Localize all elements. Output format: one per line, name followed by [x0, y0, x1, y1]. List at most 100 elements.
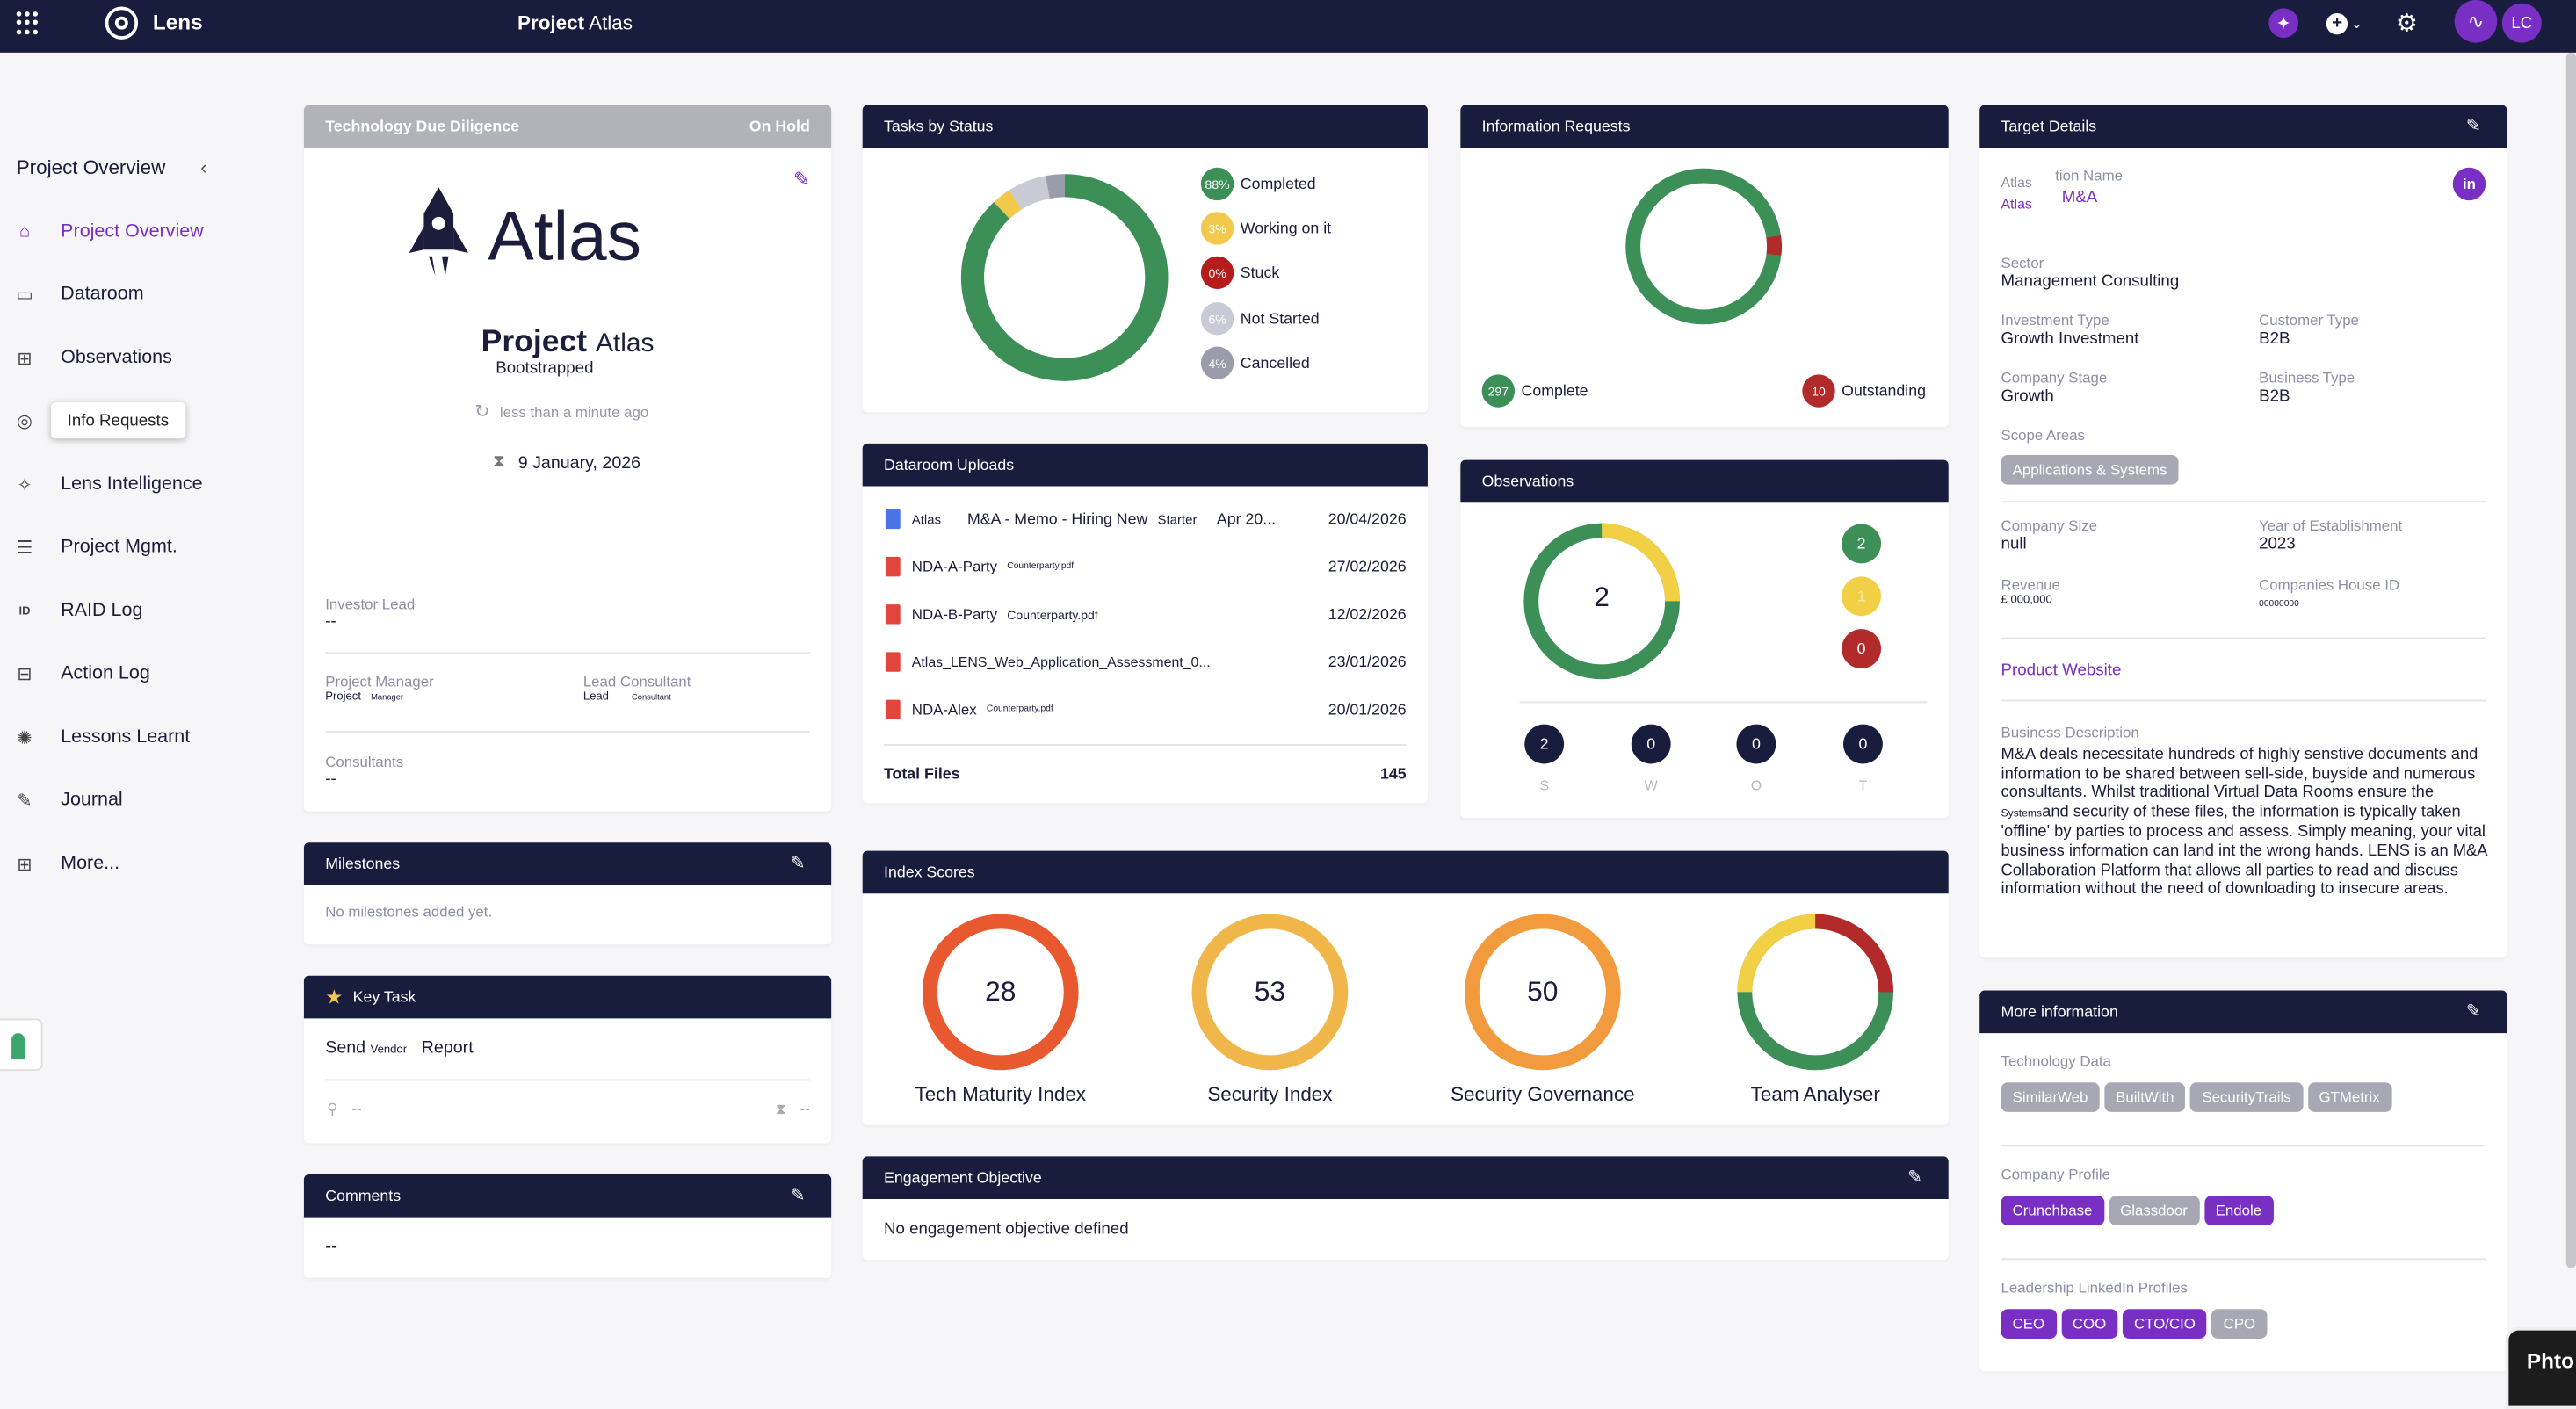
technology-chip[interactable]: SecurityTrails	[2190, 1082, 2303, 1112]
sidebar-item-lessons-learnt[interactable]: ✺ Lessons Learnt	[13, 719, 190, 755]
business-description: M&A deals necessitate hundreds of highly…	[2001, 745, 2487, 900]
feedback-tab[interactable]	[0, 1018, 43, 1072]
tasks-slice-cancelled[interactable]	[960, 174, 1169, 381]
company-profile-chip[interactable]: Crunchbase	[2001, 1196, 2104, 1225]
file-name-part: Counterparty.pdf	[986, 704, 1053, 715]
divider	[2001, 699, 2486, 702]
divider	[325, 1079, 810, 1081]
observation-type-count[interactable]: 0	[1631, 724, 1671, 764]
technology-chip[interactable]: SimilarWeb	[2001, 1082, 2100, 1112]
sidebar-item-lens-intelligence[interactable]: ✧ Lens Intelligence	[13, 466, 202, 502]
ai-sparkle-icon[interactable]: ✦	[2268, 8, 2298, 39]
index-score-value: 50	[1527, 975, 1559, 1008]
file-row[interactable]: Atlas_LENS_Web_Application_Assessment_0.…	[885, 649, 1407, 676]
company-stage-value: Growth	[2001, 387, 2054, 406]
business-description-label: Business Description	[2001, 724, 2139, 741]
observation-type-count[interactable]: 0	[1843, 724, 1883, 764]
add-menu-icon[interactable]: + ⌄	[2318, 8, 2370, 38]
folder-icon: ▭	[16, 285, 33, 305]
app-name[interactable]: Lens	[152, 10, 203, 35]
tasks-legend-dot: 4%	[1200, 346, 1234, 379]
tasks-legend-label: Not Started	[1240, 309, 1320, 329]
business-type-value: B2B	[2259, 387, 2290, 406]
linkedin-icon[interactable]: in	[2452, 167, 2486, 201]
key-task-card: ★ Key Task Send Vendor Report ⚲ -- ⧗ --	[303, 975, 832, 1144]
user-avatar[interactable]: LC	[2499, 0, 2545, 47]
project-logo-text: Atlas	[488, 197, 641, 275]
company-profile-chip[interactable]: Endole	[2203, 1196, 2274, 1225]
sidebar-item-dataroom[interactable]: ▭ Dataroom	[13, 276, 144, 312]
leadership-chip[interactable]: CTO/CIO	[2122, 1309, 2207, 1339]
sidebar-item-label: Dataroom	[61, 284, 144, 304]
edit-engagement-icon[interactable]: ✎	[1907, 1167, 1923, 1188]
project-manager-label: Project Manager	[325, 673, 434, 690]
comments-card: Comments ✎ --	[303, 1174, 832, 1278]
leadership-chip[interactable]: CPO	[2211, 1309, 2268, 1339]
engagement-objective-card: Engagement Objective ✎ No engagement obje…	[862, 1156, 1949, 1261]
edit-comments-icon[interactable]: ✎	[790, 1186, 806, 1206]
leadership-chip[interactable]: CEO	[2001, 1309, 2057, 1339]
observations-donut-chart	[1523, 523, 1680, 680]
key-task-header: ★ Key Task	[303, 975, 832, 1019]
file-name: NDA-A-Party	[911, 558, 998, 575]
sidebar-item-more[interactable]: ⊞ More...	[13, 846, 119, 882]
photo-badge[interactable]: Phto	[2505, 1326, 2576, 1409]
security-index-ring[interactable]	[1191, 914, 1349, 1071]
observation-severity-count[interactable]: 0	[1842, 629, 1882, 669]
edit-target-icon[interactable]: ✎	[2465, 116, 2481, 137]
information-requests-card: Information Requests 297 Complete 10 Outst…	[1460, 105, 1949, 428]
lens-logo-icon[interactable]	[105, 6, 139, 40]
file-row[interactable]: Atlas M&A - Memo - Hiring New Starter Apr 2…	[885, 506, 1407, 532]
technology-chip[interactable]: BuiltWith	[2104, 1082, 2186, 1112]
sidebar-item-project-overview[interactable]: ⌂ Project Overview	[13, 213, 204, 249]
sidebar-item-journal[interactable]: ✎ Journal	[13, 782, 123, 818]
tasks-legend-label: Completed	[1240, 175, 1316, 193]
activity-pulse-icon[interactable]: ∿	[2454, 0, 2498, 43]
file-date: 23/01/2026	[1328, 653, 1407, 671]
collapse-sidebar-chevron-icon[interactable]: ‹	[200, 155, 207, 179]
sidebar-item-project-mgmt[interactable]: ☰ Project Mgmt.	[13, 529, 177, 565]
org-name-label: tion Name	[2055, 167, 2123, 184]
tasks-slice-completed[interactable]	[960, 174, 1169, 381]
file-row[interactable]: NDA-Alex Counterparty.pdf 20/01/2026	[885, 697, 1407, 723]
apps-grid-icon[interactable]	[16, 11, 40, 34]
tasks-legend-label: Working on it	[1240, 219, 1332, 238]
org-name-stack: Atlas Atlas	[2001, 174, 2032, 213]
edit-milestones-icon[interactable]: ✎	[790, 854, 806, 874]
settings-gear-icon[interactable]: ⚙	[2395, 10, 2418, 39]
company-profile-chips: Crunchbase Glassdoor Endole	[2001, 1196, 2278, 1225]
key-task-title[interactable]: Send Vendor Report	[325, 1037, 474, 1059]
observation-type-count[interactable]: 2	[1524, 724, 1565, 764]
tasks-legend-dot: 88%	[1200, 167, 1234, 201]
total-files-label: Total Files	[884, 765, 960, 784]
technology-chip[interactable]: GTMetrix	[2307, 1082, 2391, 1112]
sidebar-item-action-log[interactable]: ⊟ Action Log	[13, 655, 150, 691]
leadership-chip[interactable]: COO	[2060, 1309, 2118, 1339]
sidebar-item-observations[interactable]: ⊞ Observations	[13, 340, 172, 376]
observation-type-count[interactable]: 0	[1736, 724, 1776, 764]
edit-more-info-icon[interactable]: ✎	[2465, 1001, 2481, 1022]
engagement-header: Engagement Objective ✎	[862, 1156, 1949, 1200]
file-row[interactable]: NDA-B-Party Counterparty.pdf 12/02/2026	[885, 601, 1407, 627]
page-scrollbar[interactable]	[2565, 52, 2576, 1268]
comments-header: Comments ✎	[303, 1174, 832, 1218]
security-governance-ring[interactable]	[1465, 914, 1621, 1071]
project-subtitle: Bootstrapped	[496, 359, 594, 379]
product-website-link[interactable]: Product Website	[2001, 661, 2122, 681]
complete-legend: 297 Complete	[1481, 374, 1588, 408]
team-analyser-ring[interactable]	[1737, 914, 1894, 1071]
file-row[interactable]: NDA-A-Party Counterparty.pdf 27/02/2026	[885, 553, 1407, 580]
leadership-chips: CEO COO CTO/CIO CPO	[2001, 1309, 2272, 1339]
observation-severity-count[interactable]: 1	[1842, 576, 1882, 617]
observation-severity-count[interactable]: 2	[1842, 524, 1882, 564]
org-name-value: M&A	[2061, 189, 2098, 207]
target-details-card: Target Details ✎ Atlas Atlas tion Name M&A…	[1979, 105, 2507, 958]
tech-maturity-ring[interactable]	[922, 914, 1079, 1071]
sidebar-item-raid-log[interactable]: ID RAID Log	[13, 593, 143, 629]
scope-chip[interactable]: Applications & Systems	[2001, 454, 2179, 485]
sidebar-item-info-requests[interactable]: ◎Info Requests	[13, 402, 177, 438]
company-profile-chip[interactable]: Glassdoor	[2109, 1196, 2199, 1225]
edit-project-icon[interactable]: ✎	[793, 167, 810, 191]
investor-lead-label: Investor Lead	[325, 596, 416, 613]
file-name: Atlas_LENS_Web_Application_Assessment_0.…	[911, 654, 1211, 670]
